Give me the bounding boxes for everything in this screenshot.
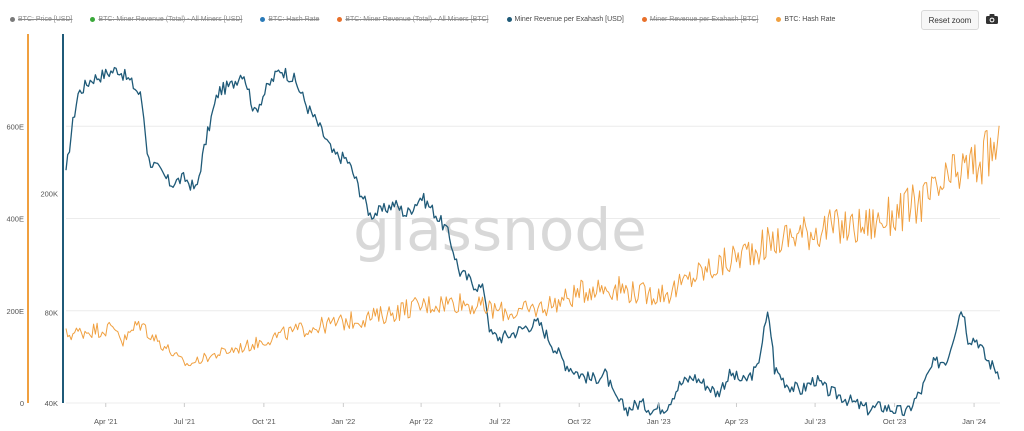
gridlines — [66, 125, 1000, 404]
y-tick-label-left: 200E — [6, 307, 24, 316]
x-tick-label: Jan '24 — [962, 417, 986, 426]
x-tick-label: Jul '23 — [804, 417, 825, 426]
legend-label: BTC: Miner Revenue (Total) - All Miners … — [98, 15, 243, 23]
legend-item[interactable]: Miner Revenue per Exahash [BTC] — [641, 15, 759, 23]
legend-item[interactable]: BTC: Hash Rate — [260, 16, 319, 23]
x-tick-label: Jan '22 — [331, 417, 355, 426]
y-tick-label-left: 0 — [20, 399, 24, 408]
legend-label: Miner Revenue per Exahash [BTC] — [649, 15, 759, 23]
x-tick-label: Jan '23 — [647, 417, 671, 426]
x-tick-label: Oct '22 — [567, 417, 591, 426]
camera-icon[interactable] — [985, 12, 999, 26]
chart-legend: BTC: Price [USD] BTC: Miner Revenue (Tota… — [10, 11, 853, 27]
x-tick-label: Jul '21 — [174, 417, 195, 426]
x-tick-label: Oct '23 — [883, 417, 907, 426]
x-tick-label: Jul '22 — [489, 417, 510, 426]
legend-dot-icon — [260, 16, 266, 22]
legend-item[interactable]: Miner Revenue per Exahash [USD] — [506, 15, 624, 23]
series-line-hash-rate — [65, 125, 1000, 367]
y-tick-label-right: 80K — [45, 309, 58, 318]
x-tick-label: Oct '21 — [252, 417, 276, 426]
series-layer — [65, 66, 1000, 417]
legend-item[interactable]: BTC: Miner Revenue (Total) - All Miners … — [337, 15, 489, 23]
x-tick-label: Apr '22 — [409, 417, 433, 426]
legend-dot-icon — [337, 16, 343, 22]
legend-item[interactable]: BTC: Miner Revenue (Total) - All Miners … — [90, 16, 242, 23]
legend-dot-icon — [10, 16, 15, 22]
legend-label: BTC: Price [USD] — [18, 15, 73, 23]
legend-item[interactable]: BTC: Price [USD] — [10, 16, 72, 23]
series-line-revenue-per-exahash — [65, 66, 1000, 417]
legend-item[interactable]: BTC: Hash Rate — [776, 16, 835, 23]
legend-label: BTC: Hash Rate — [784, 15, 836, 23]
y-tick-label-right: 40K — [45, 399, 58, 408]
y-axis-right-ticks: 40K 80K 200K — [40, 189, 58, 408]
x-tick-label: Apr '21 — [94, 417, 118, 426]
legend-dot-icon — [776, 16, 782, 22]
legend-dot-icon — [90, 16, 96, 22]
y-tick-label-right: 200K — [40, 189, 58, 198]
x-tick-label: Apr '23 — [725, 417, 749, 426]
watermark: glassnode — [353, 196, 647, 264]
legend-label: BTC: Hash Rate — [268, 15, 320, 23]
y-tick-label-left: 600E — [6, 122, 24, 131]
legend-dot-icon — [641, 16, 647, 22]
legend-dot-icon — [506, 16, 512, 22]
x-axis-ticks: Apr '21 Jul '21 Oct '21 Jan '22 Apr '22 Jul '… — [94, 403, 986, 426]
y-axis-left-ticks: 0 200E 400E 600E — [6, 122, 24, 408]
reset-zoom-button[interactable]: Reset zoom — [921, 10, 979, 30]
legend-label: BTC: Miner Revenue (Total) - All Miners … — [345, 15, 489, 23]
y-tick-label-left: 400E — [6, 215, 24, 224]
legend-label: Miner Revenue per Exahash [USD] — [514, 15, 624, 23]
